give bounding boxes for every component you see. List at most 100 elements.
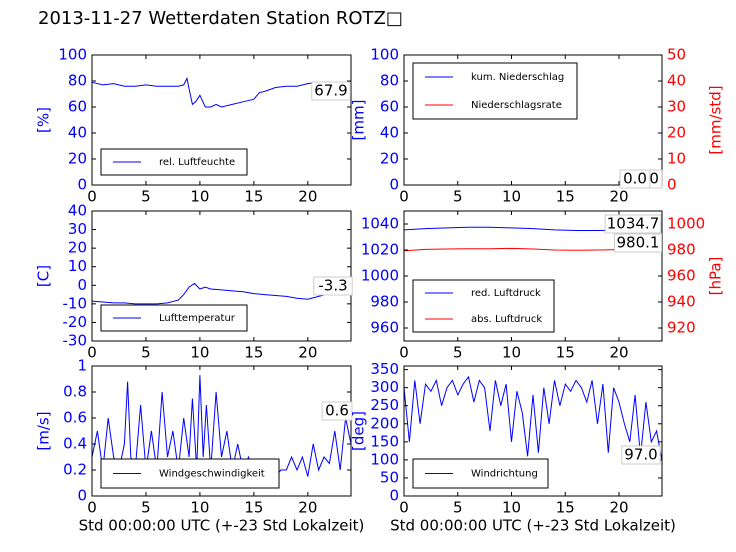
last-value-box [619, 169, 651, 189]
x-tick-label: 15 [556, 499, 575, 517]
x-tick-label: 0 [87, 188, 97, 206]
legend-label: Windgeschwindigkeit [159, 469, 265, 480]
legend: Windrichtung [412, 458, 549, 489]
panel-pressure: 0 5 10 15 20 960 980 1000 1020 1040 920 940 960 980 10… [361, 210, 725, 362]
y-axis-label: [mm] [350, 100, 368, 141]
last-value-box [604, 214, 662, 234]
last-value-box [311, 81, 351, 101]
y-tick-label: 20 [380, 150, 399, 168]
legend: red. Luftdruck abs. Luftdruck [412, 279, 555, 333]
x-tick-label: 5 [453, 188, 463, 206]
x-tick-label: 0 [399, 499, 409, 517]
last-value-label: 67.9 [311, 81, 351, 101]
last-value-box [614, 233, 662, 253]
x-tick-label: 5 [141, 499, 151, 517]
y-tick-label: 80 [380, 72, 399, 90]
panel-temperature: 0 5 10 15 20-30-20-10010203040[C]Lufttempera… [35, 202, 353, 362]
legend: rel. Luftfeuchte [100, 148, 248, 176]
y-tick-label: -10 [63, 294, 88, 312]
y-tick-label: 0 [389, 487, 399, 505]
y-tick-label-right: 920 [667, 319, 696, 337]
plot-frame [91, 210, 352, 342]
y-tick-label: 150 [370, 432, 399, 450]
y-tick-label: 980 [370, 293, 399, 311]
y-tick-label: -20 [63, 313, 88, 331]
y-tick-label: 40 [68, 124, 87, 142]
x-tick-label: 10 [190, 188, 209, 206]
x-tick-label: 15 [556, 188, 575, 206]
x-tick-label: 10 [190, 499, 209, 517]
y-tick-label: 100 [58, 46, 87, 64]
x-tick-label: 15 [556, 344, 575, 362]
legend: Windgeschwindigkeit [100, 458, 280, 489]
x-tick-label: 20 [609, 188, 628, 206]
last-value-text: 980.1 [617, 234, 660, 252]
x-axis-label: Std 00:00:00 UTC (+-23 Std Lokalzeit) [79, 517, 365, 535]
y-tick-label-right: 0 [667, 176, 677, 194]
last-value-label: 97.0 [621, 445, 661, 465]
y-tick-label-right: 960 [667, 267, 696, 285]
y-tick-label: 10 [68, 257, 87, 275]
x-tick-label: 10 [502, 344, 521, 362]
y-tick-label: 20 [68, 239, 87, 257]
y-tick-label: 40 [68, 202, 87, 220]
y-tick-label: 0.2 [63, 461, 87, 479]
x-tick-label: 20 [298, 499, 317, 517]
x-tick-label: 0 [87, 344, 97, 362]
x-tick-label: 20 [298, 188, 317, 206]
last-value-label: 0.6 [321, 401, 353, 421]
panel-precipitation: 0 5 10 15 20 0 20 40 60 80 100 0 10 20 30 40 50 [mm] [mm/s… [350, 46, 725, 206]
legend-box [412, 62, 578, 120]
y-tick-label: 250 [370, 396, 399, 414]
y-tick-label: 0 [77, 276, 87, 294]
x-tick-label: 5 [141, 344, 151, 362]
last-value-text: -3.3 [318, 277, 347, 295]
y-axis-label: [deg] [350, 411, 368, 451]
panel-windspeed: 0 5 10 15 20 0 0.2 0.4 0.6 0.8 1 [m/s] Std 00:00:00 … [35, 357, 365, 535]
x-tick-label: 0 [399, 344, 409, 362]
x-tick-label: 20 [609, 499, 628, 517]
y-tick-label-right: 1000 [667, 215, 705, 233]
y-tick-label: 0 [77, 176, 87, 194]
y-tick-label: 1 [77, 357, 87, 375]
y-tick-label: 30 [68, 220, 87, 238]
y-tick-label: 0.4 [63, 435, 87, 453]
page-title: 2013-11-27 Wetterdaten Station ROTZ□ [38, 8, 403, 29]
legend-label: Windrichtung [471, 469, 538, 480]
y-tick-label: 60 [68, 98, 87, 116]
plot-frame [91, 54, 352, 186]
last-value-text: 97.0 [624, 446, 657, 464]
last-value-label: -3.3 [313, 276, 353, 296]
y-tick-label: 350 [370, 360, 399, 378]
y-axis-label-right: [mm/std] [707, 85, 725, 154]
series-line-rel-luftfeuchte [91, 76, 352, 108]
y-tick-label-right: 20 [667, 124, 686, 142]
x-tick-label: 15 [244, 188, 263, 206]
series-line-windrichtung [403, 375, 663, 462]
x-tick-label: 10 [190, 344, 209, 362]
y-tick-label-right: 40 [667, 72, 686, 90]
panel-humidity: 0 5 10 15 20 0 20 40 60 80 100 [%] rel. Luftfeuchte 6… [35, 46, 352, 206]
plot-frame [403, 365, 663, 497]
legend-label: abs. Luftdruck [471, 314, 542, 325]
y-tick-label: 60 [380, 98, 399, 116]
y-tick-label: 1020 [361, 241, 399, 259]
x-tick-label: 5 [141, 188, 151, 206]
y-tick-label: 0 [389, 176, 399, 194]
y-tick-label-right: 30 [667, 98, 686, 116]
last-value-box [621, 445, 661, 465]
last-value-box [321, 401, 353, 421]
x-tick-label: 10 [502, 188, 521, 206]
last-value-label: 980.1 [614, 233, 662, 253]
y-tick-label-right: 980 [667, 241, 696, 259]
y-tick-label: 0 [77, 487, 87, 505]
y-tick-label: 0.8 [63, 383, 87, 401]
last-value-text: 67.9 [314, 82, 347, 100]
last-value-text: 0.6 [325, 402, 349, 420]
x-tick-label: 0 [399, 188, 409, 206]
y-tick-label: 80 [68, 72, 87, 90]
y-tick-label: 300 [370, 378, 399, 396]
legend-label: Lufttemperatur [159, 313, 236, 324]
y-tick-label-right: 940 [667, 293, 696, 311]
